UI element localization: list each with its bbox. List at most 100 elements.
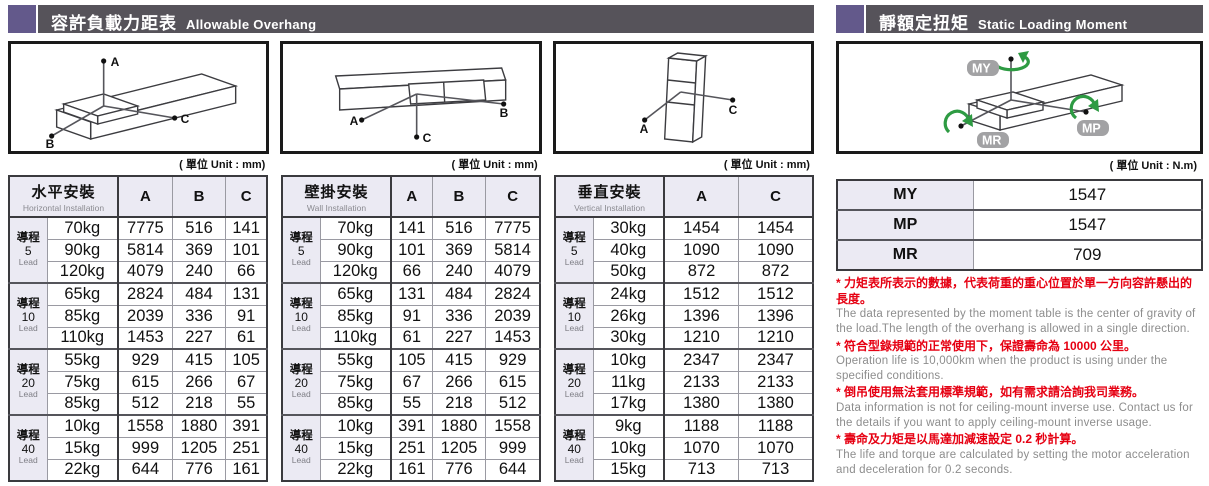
value-cell: 2039 bbox=[485, 304, 541, 328]
value-cell: 131 bbox=[389, 282, 433, 306]
installation-diagrams: A C B A bbox=[8, 41, 814, 154]
value-cell: 1453 bbox=[485, 326, 541, 350]
table-row: 110kg 61 227 1453 bbox=[282, 326, 541, 350]
value-cell: 1380 bbox=[663, 392, 739, 416]
load-cell: 75kg bbox=[319, 370, 392, 394]
table-row: 22kg 161 776 644 bbox=[282, 458, 541, 482]
unit-label-nm: ( 單位 Unit : N.m) bbox=[1109, 160, 1197, 172]
column-header-c: C bbox=[738, 175, 814, 218]
moment-directions-diagram: MY MP MR bbox=[836, 41, 1203, 154]
mp-badge bbox=[1077, 120, 1109, 136]
moment-row: MP 1547 bbox=[836, 209, 1203, 241]
note-en: The data represented by the moment table… bbox=[836, 308, 1196, 336]
lead-cell: 導程 40 Lead bbox=[554, 414, 594, 482]
table-row: 90kg 101 369 5814 bbox=[282, 238, 541, 262]
lead-cell: 導程 5 Lead bbox=[554, 216, 594, 284]
value-cell: 516 bbox=[171, 216, 227, 240]
value-cell: 1070 bbox=[663, 436, 739, 460]
value-cell: 1188 bbox=[663, 414, 739, 438]
value-cell: 5814 bbox=[116, 238, 173, 262]
value-cell: 218 bbox=[171, 392, 227, 416]
value-cell: 2347 bbox=[663, 348, 739, 372]
table-row: 120kg 4079 240 66 bbox=[9, 260, 268, 284]
table-row: 110kg 1453 227 61 bbox=[9, 326, 268, 350]
value-cell: 2824 bbox=[485, 282, 541, 306]
value-cell: 67 bbox=[389, 370, 433, 394]
value-cell: 227 bbox=[431, 326, 487, 350]
load-cell: 22kg bbox=[46, 458, 119, 482]
value-cell: 336 bbox=[171, 304, 227, 328]
lead-cell: 導程 40 Lead bbox=[8, 414, 48, 482]
moment-title-zh: 靜額定扭矩 bbox=[879, 14, 969, 33]
table-header-row: 垂直安裝 Vertical Installation A C bbox=[554, 175, 814, 218]
value-cell: 61 bbox=[389, 326, 433, 350]
table-row: 22kg 644 776 161 bbox=[9, 458, 268, 482]
load-cell: 10kg bbox=[46, 414, 119, 438]
value-cell: 615 bbox=[116, 370, 173, 394]
static-moment-table: MY 1547 MP 1547 MR 709 bbox=[836, 179, 1203, 271]
value-cell: 1880 bbox=[431, 414, 487, 438]
value-cell: 55 bbox=[225, 392, 268, 416]
installation-name-header: 垂直安裝 Vertical Installation bbox=[554, 175, 665, 218]
value-cell: 999 bbox=[116, 436, 173, 460]
mr-label: MR bbox=[982, 134, 1001, 148]
value-cell: 1205 bbox=[431, 436, 487, 460]
value-cell: 1090 bbox=[663, 238, 739, 262]
axis-label-c: C bbox=[181, 112, 190, 126]
load-cell: 10kg bbox=[592, 348, 665, 372]
horizontal-installation-table: 水平安裝 Horizontal Installation A B C 導程 5 Lead 70k… bbox=[8, 175, 268, 482]
axis-label-a: A bbox=[111, 55, 120, 69]
lead-cell: 導程 40 Lead bbox=[281, 414, 321, 482]
value-cell: 2824 bbox=[116, 282, 173, 306]
value-cell: 227 bbox=[171, 326, 227, 350]
table-row: 10kg 1070 1070 bbox=[555, 436, 814, 460]
value-cell: 2039 bbox=[116, 304, 173, 328]
table-row: 導程 20 Lead 10kg 2347 2347 bbox=[554, 348, 814, 416]
table-header-row: 水平安裝 Horizontal Installation A B C bbox=[8, 175, 268, 218]
axis-label-c: C bbox=[728, 103, 737, 117]
value-cell: 1512 bbox=[738, 282, 814, 306]
column-header-a: A bbox=[389, 175, 433, 218]
note-item: * 壽命及力矩是以馬達加減速設定 0.2 秒計算。 The life and to… bbox=[836, 432, 1203, 478]
load-cell: 85kg bbox=[319, 392, 392, 416]
table-row: 75kg 615 266 67 bbox=[9, 370, 268, 394]
moment-label: MR bbox=[836, 239, 974, 271]
value-cell: 516 bbox=[431, 216, 487, 240]
mp-label: MP bbox=[1082, 122, 1101, 136]
value-cell: 55 bbox=[389, 392, 433, 416]
column-header-a: A bbox=[116, 175, 173, 218]
value-cell: 713 bbox=[663, 458, 739, 482]
column-header-b: B bbox=[431, 175, 487, 218]
table-row: 導程 40 Lead 10kg 391 1880 1558 bbox=[281, 414, 541, 482]
value-cell: 929 bbox=[116, 348, 173, 372]
table-row: 85kg 2039 336 91 bbox=[9, 304, 268, 328]
lead-cell: 導程 20 Lead bbox=[281, 348, 321, 416]
axis-label-a: A bbox=[639, 122, 648, 136]
axis-label-c: C bbox=[423, 131, 432, 145]
value-cell: 101 bbox=[389, 238, 433, 262]
note-item: * 力矩表所表示的數據，代表荷重的重心位置於單一方向容許懸出的長度。 The da… bbox=[836, 276, 1203, 338]
table-row: 導程 20 Lead 55kg 929 415 105 bbox=[8, 348, 268, 416]
table-row: 導程 40 Lead 10kg 1558 1880 391 bbox=[8, 414, 268, 482]
load-cell: 15kg bbox=[46, 436, 119, 460]
load-cell: 55kg bbox=[319, 348, 392, 372]
value-cell: 1558 bbox=[116, 414, 173, 438]
note-en: Operation life is 10,000km when the prod… bbox=[836, 355, 1168, 383]
value-cell: 1454 bbox=[738, 216, 814, 240]
value-cell: 644 bbox=[485, 458, 541, 482]
table-row: 85kg 55 218 512 bbox=[282, 392, 541, 416]
lead-cell: 導程 5 Lead bbox=[8, 216, 48, 284]
value-cell: 484 bbox=[431, 282, 487, 306]
load-cell: 9kg bbox=[592, 414, 665, 438]
value-cell: 1396 bbox=[738, 304, 814, 328]
value-cell: 4079 bbox=[485, 260, 541, 284]
table-row: 導程 5 Lead 70kg 7775 516 141 bbox=[8, 216, 268, 284]
footnotes: * 力矩表所表示的數據，代表荷重的重心位置於單一方向容許懸出的長度。 The da… bbox=[836, 276, 1203, 478]
load-cell: 85kg bbox=[46, 392, 119, 416]
wall-installation-table: 壁掛安裝 Wall Installation A B C 導程 5 Lead 70kg 141 51… bbox=[281, 175, 541, 482]
value-cell: 1454 bbox=[663, 216, 739, 240]
wall-installation-diagram: A B C bbox=[280, 41, 542, 154]
moment-value: 709 bbox=[972, 239, 1203, 271]
column-header-c: C bbox=[485, 175, 541, 218]
moment-label: MP bbox=[836, 209, 974, 241]
